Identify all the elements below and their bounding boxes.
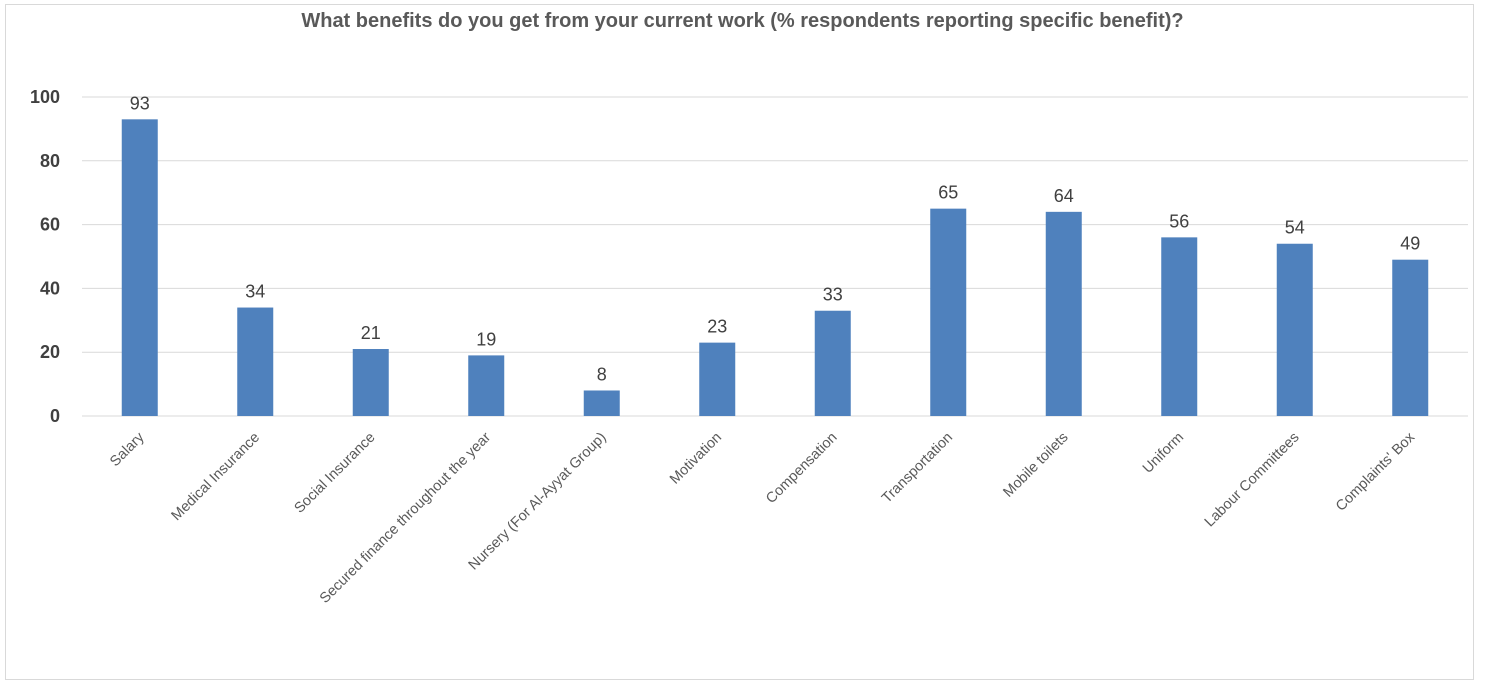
x-tick-label: Compensation <box>763 430 840 507</box>
y-tick-label: 100 <box>30 87 60 107</box>
x-tick-label: Motivation <box>667 430 725 488</box>
bar <box>468 355 505 416</box>
x-tick-label: Salary <box>107 429 148 470</box>
y-axis-ticks: 0 20 40 60 80 100 <box>30 87 60 426</box>
x-axis-ticks: Salary Medical Insurance Social InsuranceS… <box>107 429 1418 607</box>
bar <box>1045 211 1082 416</box>
x-tick-label: Uniform <box>1140 430 1187 477</box>
x-tick-label: Mobile toilets <box>1000 430 1071 501</box>
x-tick-label: Medical Insurance <box>169 430 264 525</box>
chart-title: What benefits do you get from your curre… <box>301 10 1184 32</box>
bars <box>121 119 1429 416</box>
bar <box>237 307 274 416</box>
data-label: 64 <box>1054 186 1074 206</box>
bar <box>1392 259 1429 416</box>
x-tick-label: Nursery (For Al-Ayyat Group) <box>466 430 610 574</box>
bar <box>1161 237 1198 416</box>
x-tick-label: Social Insurance <box>291 430 378 517</box>
data-labels: 93 34 21 19 8 23 33 65 64 56 54 49 <box>130 93 1421 384</box>
bar <box>699 342 736 416</box>
bar <box>352 349 389 416</box>
y-tick-label: 0 <box>50 406 60 426</box>
x-tick-label: Labour Committees <box>1202 430 1303 531</box>
bar <box>121 119 158 416</box>
data-label: 49 <box>1400 234 1420 254</box>
bar <box>583 390 620 416</box>
y-tick-label: 80 <box>40 151 60 171</box>
data-label: 33 <box>823 285 843 305</box>
y-tick-label: 20 <box>40 342 60 362</box>
x-tick-label: Complaints' Box <box>1333 429 1419 515</box>
data-label: 8 <box>597 364 607 384</box>
bar <box>814 310 851 416</box>
x-tick-label: Transportation <box>879 430 956 507</box>
data-label: 21 <box>361 323 381 343</box>
data-label: 34 <box>245 282 265 302</box>
data-label: 56 <box>1169 211 1189 231</box>
y-tick-label: 40 <box>40 278 60 298</box>
bar <box>930 208 967 416</box>
data-label: 23 <box>707 317 727 337</box>
bar <box>1276 243 1313 416</box>
data-label: 54 <box>1285 218 1305 238</box>
data-label: 65 <box>938 183 958 203</box>
data-label: 19 <box>476 329 496 349</box>
y-tick-label: 60 <box>40 215 60 235</box>
gridlines <box>82 96 1468 417</box>
data-label: 93 <box>130 93 150 113</box>
